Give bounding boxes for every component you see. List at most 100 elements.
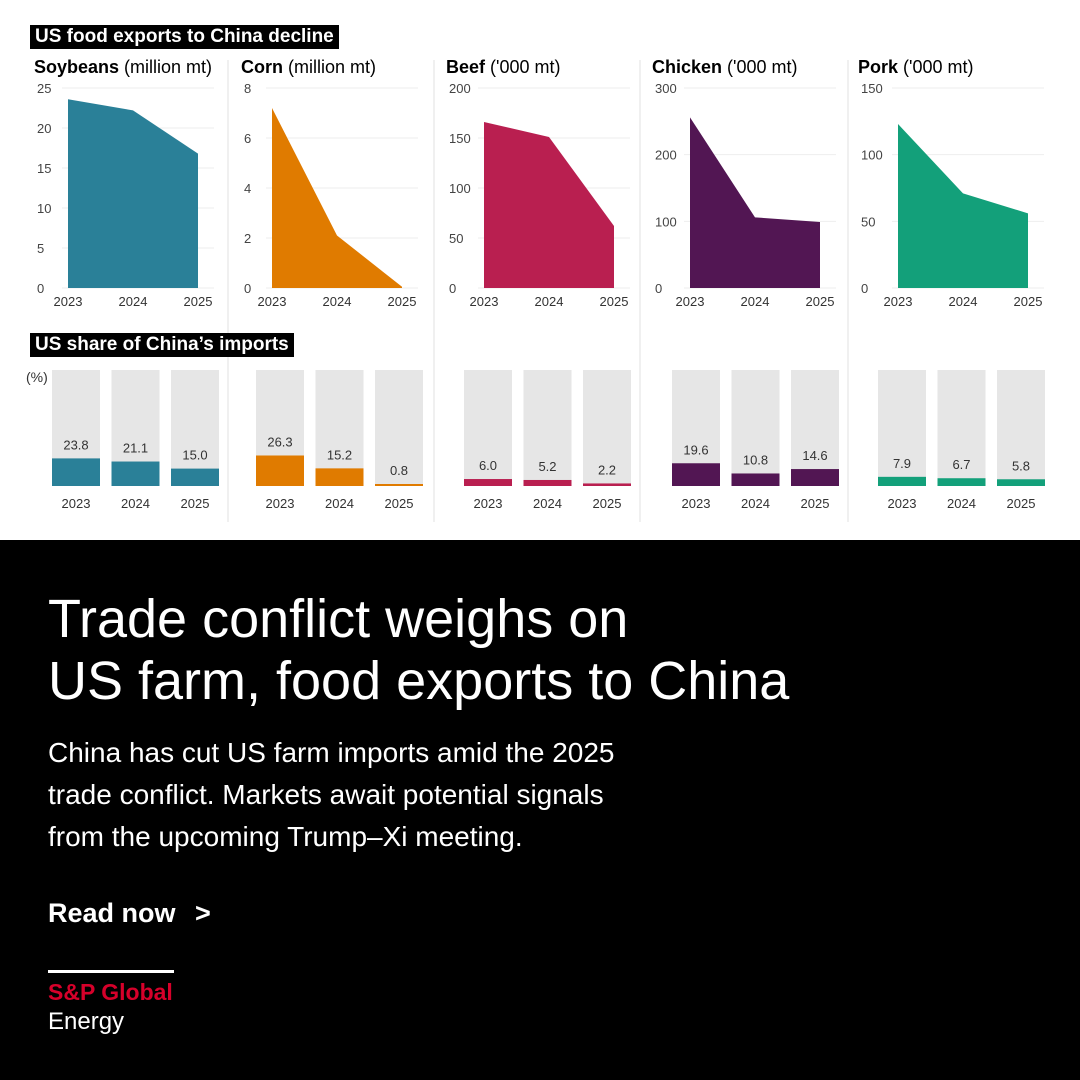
panel-name: Pork xyxy=(858,57,903,77)
bar-value-label: 10.8 xyxy=(743,452,768,467)
bar xyxy=(583,483,631,486)
y-tick-label: 150 xyxy=(449,131,471,146)
area-series xyxy=(898,124,1028,288)
y-tick-label: 0 xyxy=(37,281,44,296)
x-tick-label: 2025 xyxy=(1014,294,1043,309)
y-tick-label: 4 xyxy=(244,181,251,196)
bar-value-label: 23.8 xyxy=(63,437,88,452)
bar-value-label: 15.2 xyxy=(327,447,352,462)
subtitle-line-3: from the upcoming Trump–Xi meeting. xyxy=(48,821,523,852)
bar xyxy=(375,484,423,486)
x-tick-label: 2024 xyxy=(947,496,976,511)
panel-unit: ('000 mt) xyxy=(490,57,560,77)
x-tick-label: 2024 xyxy=(741,294,770,309)
bar-value-label: 26.3 xyxy=(267,434,292,449)
x-tick-label: 2025 xyxy=(593,496,622,511)
y-tick-label: 20 xyxy=(37,121,51,136)
x-tick-label: 2024 xyxy=(533,496,562,511)
panel-title: Soybeans (million mt) xyxy=(34,57,212,77)
y-tick-label: 8 xyxy=(244,81,251,96)
area-series xyxy=(690,117,820,288)
bar-value-label: 21.1 xyxy=(123,441,148,456)
bar-track xyxy=(464,370,512,486)
bar xyxy=(731,473,780,486)
bar-value-label: 5.8 xyxy=(1012,458,1030,473)
bar-value-label: 2.2 xyxy=(598,462,616,477)
bar xyxy=(791,469,839,486)
subtitle-line-2: trade conflict. Markets await potential … xyxy=(48,779,604,810)
x-tick-label: 2024 xyxy=(121,496,150,511)
y-tick-label: 50 xyxy=(449,231,463,246)
x-tick-label: 2025 xyxy=(181,496,210,511)
bar-track xyxy=(583,370,631,486)
x-tick-label: 2023 xyxy=(258,294,287,309)
y-tick-label: 10 xyxy=(37,201,51,216)
y-tick-label: 0 xyxy=(244,281,251,296)
panel-title: Pork ('000 mt) xyxy=(858,57,973,77)
area-series xyxy=(68,99,198,288)
bar-track xyxy=(731,370,780,486)
headline: Trade conflict weighs on US farm, food e… xyxy=(48,588,789,712)
panel-name: Beef xyxy=(446,57,490,77)
brand-division: Energy xyxy=(48,1008,125,1035)
bar xyxy=(937,478,986,486)
bar xyxy=(878,476,926,486)
subtitle: China has cut US farm imports amid the 2… xyxy=(48,732,614,858)
panel-unit: (million mt) xyxy=(288,57,376,77)
x-tick-label: 2023 xyxy=(474,496,503,511)
bar xyxy=(256,455,304,486)
bar-value-label: 6.0 xyxy=(479,458,497,473)
panel-name: Soybeans xyxy=(34,57,124,77)
area-series xyxy=(484,122,614,288)
bar-track xyxy=(791,370,839,486)
x-tick-label: 2025 xyxy=(385,496,414,511)
x-tick-label: 2024 xyxy=(741,496,770,511)
x-tick-label: 2023 xyxy=(682,496,711,511)
x-tick-label: 2024 xyxy=(119,294,148,309)
x-tick-label: 2023 xyxy=(266,496,295,511)
bar-track xyxy=(937,370,986,486)
y-tick-label: 5 xyxy=(37,241,44,256)
x-tick-label: 2024 xyxy=(949,294,978,309)
bar-value-label: 0.8 xyxy=(390,463,408,478)
bar xyxy=(52,458,100,486)
read-now-link[interactable]: Read now > xyxy=(48,896,211,930)
x-tick-label: 2024 xyxy=(323,294,352,309)
share-section-label: US share of China’s imports xyxy=(30,333,294,357)
unit-label: (%) xyxy=(26,369,48,385)
y-tick-label: 100 xyxy=(449,181,471,196)
panel-title: Chicken ('000 mt) xyxy=(652,57,797,77)
brand-logo: S&P Global Energy xyxy=(48,970,174,1037)
y-tick-label: 2 xyxy=(244,231,251,246)
y-tick-label: 300 xyxy=(655,81,677,96)
bar-value-label: 7.9 xyxy=(893,456,911,471)
y-tick-label: 6 xyxy=(244,131,251,146)
bar-value-label: 5.2 xyxy=(538,459,556,474)
area-section-label: US food exports to China decline xyxy=(30,25,339,49)
area-series xyxy=(272,108,402,288)
bar-track xyxy=(171,370,219,486)
x-tick-label: 2025 xyxy=(184,294,213,309)
subtitle-line-1: China has cut US farm imports amid the 2… xyxy=(48,737,615,768)
x-tick-label: 2024 xyxy=(535,294,564,309)
y-tick-label: 100 xyxy=(655,214,677,229)
y-tick-label: 0 xyxy=(449,281,456,296)
y-tick-label: 100 xyxy=(861,148,883,163)
brand-rule xyxy=(48,970,174,973)
x-tick-label: 2025 xyxy=(801,496,830,511)
bar xyxy=(464,479,512,486)
panel-unit: (million mt) xyxy=(124,57,212,77)
brand-name: S&P Global xyxy=(48,979,173,1005)
y-tick-label: 150 xyxy=(861,81,883,96)
x-tick-label: 2025 xyxy=(388,294,417,309)
y-tick-label: 15 xyxy=(37,161,51,176)
bar-value-label: 14.6 xyxy=(802,448,827,463)
headline-line-2: US farm, food exports to China xyxy=(48,651,790,711)
x-tick-label: 2023 xyxy=(888,496,917,511)
bar xyxy=(523,479,572,486)
bar-track xyxy=(997,370,1045,486)
panel-title: Corn (million mt) xyxy=(241,57,376,77)
bar xyxy=(315,468,364,486)
